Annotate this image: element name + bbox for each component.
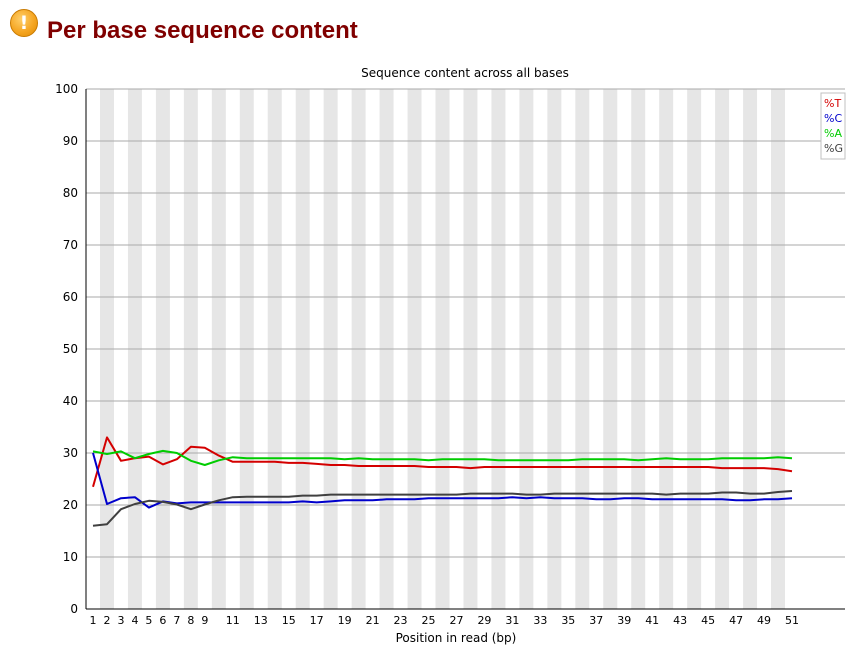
y-tick-label: 0 [70, 602, 78, 616]
legend-entry: %G [824, 142, 843, 155]
legend-entry: %A [824, 127, 842, 140]
legend-box [820, 92, 846, 160]
x-tick-label: 51 [785, 614, 799, 627]
chart-title: Sequence content across all bases [361, 66, 569, 80]
y-tick-label: 60 [63, 290, 78, 304]
sequence-content-chart: Sequence content across all bases 0 10 20 3… [55, 66, 846, 645]
series-line [92, 449, 793, 466]
warning-icon-glyph: ! [19, 12, 29, 34]
y-tick-label: 80 [63, 186, 78, 200]
x-tick-label: 7 [173, 614, 180, 627]
series-line [92, 490, 793, 527]
series-lines [92, 436, 793, 527]
warning-icon: ! [10, 9, 38, 37]
legend-entry: %C [824, 112, 842, 125]
page-title: Per base sequence content [47, 17, 358, 44]
x-tick-label: 33 [533, 614, 547, 627]
module-header: ! Per base sequence content [0, 0, 865, 60]
x-tick-label: 3 [117, 614, 124, 627]
y-tick-label: 70 [63, 238, 78, 252]
x-tick-label: 15 [282, 614, 296, 627]
axes [85, 89, 845, 610]
y-tick-labels: 0 10 20 30 40 50 60 70 80 90 100 [55, 82, 78, 616]
x-tick-label: 39 [617, 614, 631, 627]
x-tick-label: 37 [589, 614, 603, 627]
x-tick-labels: 1 2 3 4 5 6 7 8 9 11 13 15 17 19 21 23 25 27 29 31 33 35 37 39 4… [90, 614, 800, 627]
x-tick-label: 31 [505, 614, 519, 627]
x-tick-label: 13 [254, 614, 268, 627]
y-tick-label: 40 [63, 394, 78, 408]
x-tick-label: 47 [729, 614, 743, 627]
x-tick-label: 43 [673, 614, 687, 627]
x-tick-label: 21 [366, 614, 380, 627]
x-tick-label: 25 [422, 614, 436, 627]
y-tick-label: 50 [63, 342, 78, 356]
x-axis-label: Position in read (bp) [396, 631, 517, 645]
series-line [92, 436, 793, 488]
x-tick-label: 1 [90, 614, 97, 627]
y-tick-label: 20 [63, 498, 78, 512]
y-tick-label: 100 [55, 82, 78, 96]
x-tick-label: 9 [201, 614, 208, 627]
x-tick-label: 49 [757, 614, 771, 627]
x-tick-label: 41 [645, 614, 659, 627]
x-tick-label: 5 [145, 614, 152, 627]
x-tick-label: 23 [394, 614, 408, 627]
y-tick-label: 10 [63, 550, 78, 564]
x-tick-label: 29 [477, 614, 491, 627]
y-tick-label: 90 [63, 134, 78, 148]
x-tick-label: 11 [226, 614, 240, 627]
legend-entry: %T [824, 97, 841, 110]
x-tick-label: 8 [187, 614, 194, 627]
x-tick-label: 6 [159, 614, 166, 627]
x-tick-label: 17 [310, 614, 324, 627]
y-tick-label: 30 [63, 446, 78, 460]
x-tick-label: 35 [561, 614, 575, 627]
x-tick-label: 2 [103, 614, 110, 627]
legend: %T %C %A %G [820, 92, 846, 160]
x-tick-label: 4 [131, 614, 138, 627]
x-tick-label: 19 [338, 614, 352, 627]
x-tick-label: 45 [701, 614, 715, 627]
x-tick-label: 27 [449, 614, 463, 627]
